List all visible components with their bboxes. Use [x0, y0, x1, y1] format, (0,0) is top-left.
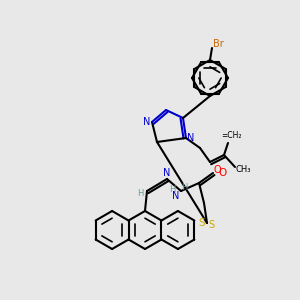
Text: H: H [181, 184, 187, 193]
Text: N: N [187, 133, 195, 143]
Text: N: N [143, 117, 151, 127]
Text: Br: Br [213, 39, 224, 49]
Text: H: H [169, 185, 175, 194]
Text: CH₃: CH₃ [235, 164, 251, 173]
Text: =CH₂: =CH₂ [221, 130, 241, 140]
Text: O: O [213, 165, 221, 175]
Text: H: H [137, 190, 143, 199]
Text: N: N [163, 168, 171, 178]
Text: S: S [208, 220, 214, 230]
Text: O: O [218, 168, 226, 178]
Text: N: N [172, 191, 180, 201]
Text: S: S [199, 218, 205, 228]
